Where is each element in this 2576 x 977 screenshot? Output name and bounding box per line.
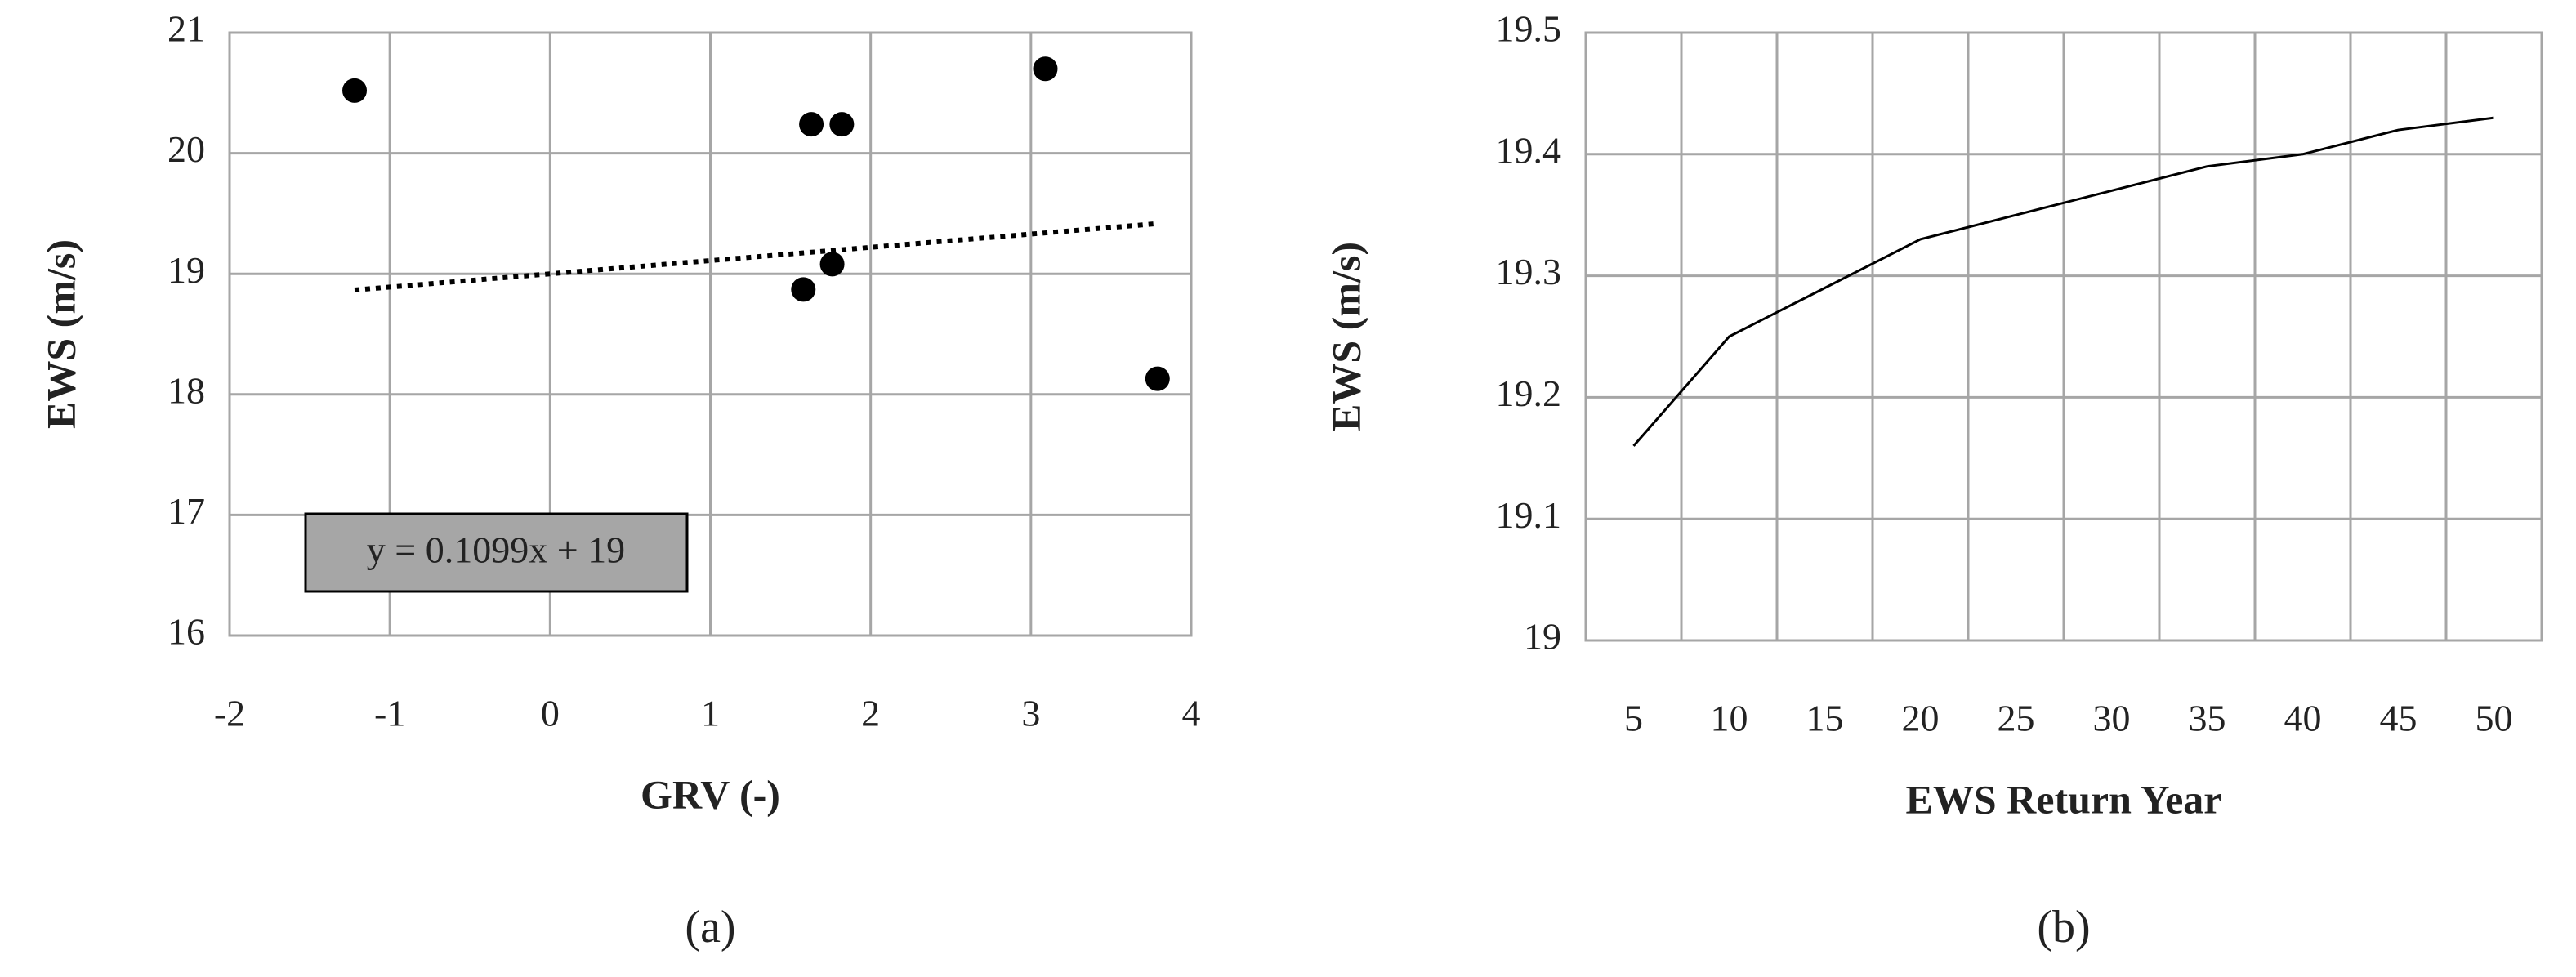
x-tick-label: 35: [2189, 698, 2226, 739]
y-tick-label: 19: [1524, 616, 1561, 658]
y-axis-title: EWS (m/s): [38, 239, 83, 429]
y-tick-label: 19: [167, 249, 205, 291]
point: [829, 112, 855, 137]
y-tick-label: 20: [167, 128, 205, 170]
x-tick-label: 25: [1998, 698, 2035, 739]
y-tick-label: 19.4: [1496, 129, 1562, 171]
x-tick-label: 50: [2476, 698, 2513, 739]
x-tick-label: -1: [374, 693, 405, 734]
y-tick-label: 19.1: [1496, 494, 1562, 536]
x-tick-label: 30: [2093, 698, 2131, 739]
point: [791, 277, 816, 302]
x-tick-label: 3: [1021, 693, 1040, 734]
point: [1033, 56, 1058, 82]
point: [1145, 366, 1170, 391]
x-axis-title: GRV (-): [641, 771, 780, 817]
x-axis-title: EWS Return Year: [1905, 776, 2221, 822]
y-tick-label: 16: [167, 611, 205, 653]
x-tick-label: 15: [1806, 698, 1844, 739]
line: [1632, 116, 2494, 447]
point: [819, 252, 845, 277]
point: [799, 112, 824, 137]
y-axis-title: EWS (m/s): [1323, 242, 1368, 431]
y-tick-label: 21: [167, 8, 205, 50]
panel-label: (b): [2037, 902, 2090, 952]
equation-box: [304, 512, 689, 593]
x-tick-label: 5: [1624, 698, 1643, 739]
x-tick-label: 10: [1711, 698, 1748, 739]
x-tick-label: -2: [214, 693, 245, 734]
y-tick-label: 18: [167, 369, 205, 411]
y-tick-label: 17: [167, 490, 205, 532]
panel-label: (a): [685, 902, 735, 952]
x-tick-label: 40: [2284, 698, 2322, 739]
x-tick-label: 2: [861, 693, 880, 734]
y-tick-label: 19.3: [1496, 251, 1562, 292]
y-tick-label: 19.2: [1496, 373, 1562, 414]
x-tick-label: 0: [541, 693, 560, 734]
trendline: [354, 221, 1159, 292]
x-tick-label: 4: [1182, 693, 1201, 734]
y-tick-label: 19.5: [1496, 8, 1562, 50]
x-tick-label: 45: [2380, 698, 2418, 739]
point: [342, 78, 368, 103]
x-tick-label: 1: [701, 693, 720, 734]
x-tick-label: 20: [1902, 698, 1940, 739]
equation-label: y = 0.1099x + 19: [367, 529, 625, 571]
